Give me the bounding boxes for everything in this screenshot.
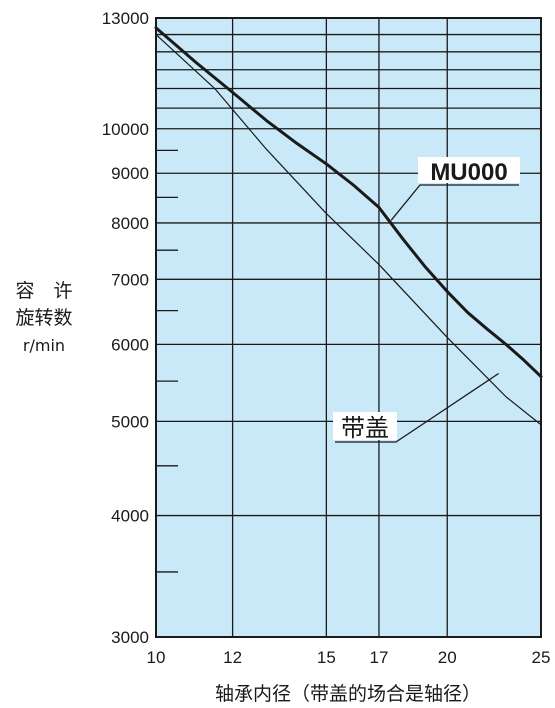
plot-background (156, 18, 541, 637)
x-tick-label-25: 25 (532, 648, 551, 667)
y-tick-label-6000: 6000 (111, 335, 149, 354)
grid (156, 18, 541, 637)
x-tick-labels: 10 12 15 17 20 25 (147, 648, 551, 667)
x-tick-label-15: 15 (317, 648, 336, 667)
y-tick-labels: 3000 4000 5000 6000 7000 8000 9000 10000 13000 (102, 9, 149, 647)
y-tick-label-10000: 10000 (102, 120, 149, 139)
y-axis-label-line-3: r/min (23, 336, 65, 355)
annotation-bg-mu000 (418, 157, 520, 183)
y-tick-label-7000: 7000 (111, 270, 149, 289)
y-tick-label-9000: 9000 (111, 164, 149, 183)
y-tick-label-4000: 4000 (111, 507, 149, 526)
annotation-bg-cover (333, 412, 397, 440)
series-line-1 (154, 26, 543, 379)
series-line-2 (155, 33, 542, 426)
y-axis-label-line-1: 容 许 (15, 280, 72, 302)
x-tick-label-12: 12 (223, 648, 242, 667)
x-tick-label-20: 20 (438, 648, 457, 667)
minor-ticks (156, 149, 178, 573)
x-axis-label: 轴承内径（带盖的场合是轴径） (215, 683, 481, 705)
y-axis-label-line-2: 旋转数 (15, 307, 72, 329)
x-tick-label-17: 17 (369, 648, 388, 667)
annotation-leader-mu000 (390, 184, 519, 221)
y-tick-label-3000: 3000 (111, 628, 149, 647)
plot-frame (155, 17, 542, 638)
annotation-mu000: MU000 (430, 159, 507, 186)
y-tick-label-5000: 5000 (111, 412, 149, 431)
annotation-leader-cover (335, 372, 499, 443)
y-tick-label-8000: 8000 (111, 214, 149, 233)
annotation-cover: 带盖 (341, 414, 389, 442)
annotations: MU000 带盖 (333, 157, 520, 443)
x-tick-label-10: 10 (147, 648, 166, 667)
y-tick-label-13000: 13000 (102, 9, 149, 28)
series-lines (154, 26, 543, 426)
